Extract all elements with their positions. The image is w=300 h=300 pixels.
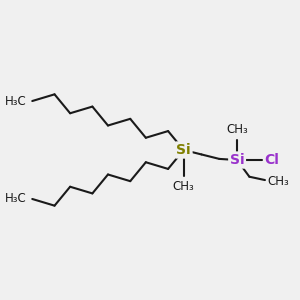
Text: CH₃: CH₃ xyxy=(173,180,194,193)
Text: Si: Si xyxy=(230,153,244,167)
Text: H₃C: H₃C xyxy=(5,193,27,206)
Text: CH₃: CH₃ xyxy=(268,175,289,188)
Text: Cl: Cl xyxy=(264,153,279,167)
Text: CH₃: CH₃ xyxy=(226,122,248,136)
Text: H₃C: H₃C xyxy=(5,94,27,107)
Text: Si: Si xyxy=(176,143,191,157)
